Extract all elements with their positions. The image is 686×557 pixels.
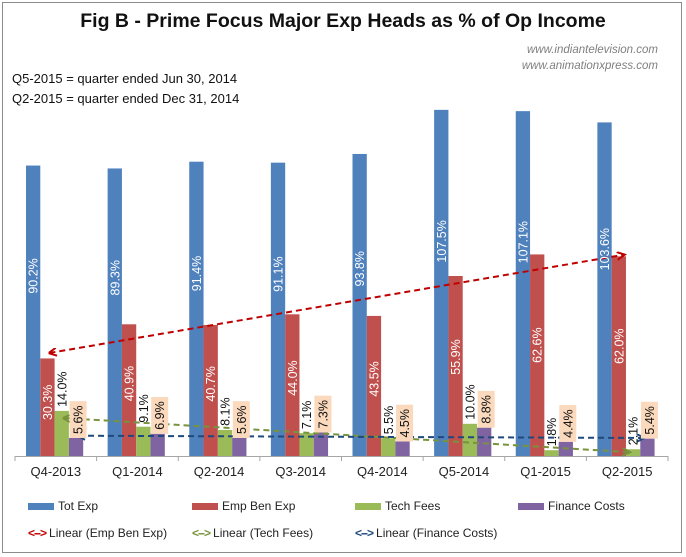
data-label-tot-exp: 91.4% [190, 256, 204, 291]
chart-title: Fig B - Prime Focus Major Exp Heads as %… [80, 10, 606, 32]
legend-item-linear-tech-fees: <--> Linear (Tech Fees) [192, 526, 313, 540]
data-label-box [559, 405, 577, 442]
data-label-tot-exp: 93.8% [353, 251, 367, 286]
legend-item-tech-fees: Tech Fees [355, 499, 440, 513]
data-label-emp-ben-exp: 40.7% [204, 366, 218, 401]
data-label-finance-costs: 5.6% [72, 405, 86, 434]
data-label-tot-exp: 103.6% [598, 228, 612, 270]
bar-tech-fees-q4-2014 [381, 438, 396, 456]
x-tick-label: Q2-2015 [602, 464, 653, 479]
data-label-tot-exp: 107.1% [516, 221, 530, 263]
bar-tot-exp-q2-2014 [189, 161, 204, 456]
bar-tot-exp-q1-2014 [107, 168, 122, 457]
x-tick-label: Q1-2014 [112, 464, 163, 479]
data-label-emp-ben-exp: 62.6% [531, 327, 545, 362]
bar-finance-costs-q1-2014 [150, 433, 165, 456]
data-label-finance-costs: 4.5% [398, 409, 412, 438]
legend-swatch-tot-exp [28, 502, 54, 510]
bar-finance-costs-q4-2013 [68, 437, 84, 456]
legend-label: Linear (Emp Ben Exp) [49, 526, 168, 540]
bar-tech-fees-q2-2014 [217, 429, 233, 456]
data-label-tot-exp: 107.5% [435, 220, 449, 262]
dashed-arrow-icon: <--> [355, 526, 374, 540]
bar-tech-fees-q2-2015 [625, 449, 641, 456]
x-tick-label: Q3-2014 [275, 464, 326, 479]
trendline-emp-ben-exp [49, 255, 623, 353]
data-label-tech-fees: 9.1% [137, 394, 151, 423]
bar-tech-fees-q5-2014 [462, 423, 478, 456]
data-label-box [69, 401, 87, 438]
bar-tot-exp-q1-2015 [515, 111, 531, 456]
legend-label: Tech Fees [385, 499, 441, 513]
data-label-box [232, 401, 250, 438]
watermark-indiantelevision: www.indiantelevision.com [526, 44, 658, 56]
x-tick-label: Q2-2014 [194, 464, 245, 479]
legend-item-linear-emp-ben-exp: <--> Linear (Emp Ben Exp) [28, 526, 167, 540]
bar-finance-costs-q5-2014 [477, 427, 492, 456]
data-label-finance-costs: 5.4% [643, 406, 657, 435]
bar-tot-exp-q5-2014 [434, 109, 449, 456]
trendline-finance-costs [78, 436, 643, 438]
data-label-box [477, 390, 495, 428]
note-q5-2015: Q5-2015 = quarter ended Jun 30, 2014 [12, 71, 238, 86]
legend-label: Emp Ben Exp [222, 499, 296, 513]
bar-finance-costs-q2-2014 [232, 437, 247, 456]
data-label-emp-ben-exp: 44.0% [286, 360, 300, 395]
note-q2-2015: Q2-2015 = quarter ended Dec 31, 2014 [12, 91, 240, 106]
data-label-emp-ben-exp: 55.9% [449, 339, 463, 374]
data-label-box [314, 395, 332, 433]
data-label-box [396, 404, 414, 442]
legend-swatch-emp-ben-exp [192, 502, 218, 510]
dashed-arrow-icon: <--> [28, 526, 47, 540]
legend-swatch-tech-fees [355, 502, 381, 510]
watermark-animationxpress: www.animationxpress.com [521, 60, 658, 72]
x-tick-label: Q5-2014 [439, 464, 490, 479]
data-label-emp-ben-exp: 40.9% [123, 366, 137, 401]
data-label-box [151, 396, 169, 434]
legend-item-linear-finance-costs: <--> Linear (Finance Costs) [355, 526, 497, 540]
legend-item-tot-exp: Tot Exp [28, 499, 98, 513]
data-label-emp-ben-exp: 43.5% [367, 361, 381, 396]
bar-tot-exp-q3-2014 [270, 162, 286, 456]
bar-tech-fees-q1-2015 [544, 450, 559, 456]
bar-tot-exp-q4-2013 [26, 165, 41, 456]
bar-emp-ben-exp-q4-2013 [40, 358, 55, 456]
x-tick-label: Q4-2013 [31, 464, 82, 479]
data-label-tech-fees: 14.0% [55, 371, 69, 406]
data-label-tot-exp: 90.2% [27, 258, 41, 293]
bar-tot-exp-q4-2014 [352, 153, 367, 457]
data-label-tech-fees: 7.1% [300, 401, 314, 430]
legend-label: Finance Costs [548, 499, 625, 513]
data-label-finance-costs: 7.3% [316, 400, 330, 429]
data-label-tech-fees: 10.0% [463, 384, 477, 419]
data-label-finance-costs: 5.6% [235, 405, 249, 434]
legend-item-emp-ben-exp: Emp Ben Exp [192, 499, 295, 513]
legend-label: Linear (Finance Costs) [376, 526, 498, 540]
data-label-tech-fees: 8.1% [219, 397, 233, 426]
data-label-tech-fees: 5.5% [382, 406, 396, 435]
data-label-tech-fees: 1.8% [545, 418, 559, 447]
data-label-emp-ben-exp: 30.3% [41, 385, 55, 420]
bar-tech-fees-q1-2014 [136, 426, 151, 456]
bar-finance-costs-q4-2014 [395, 441, 410, 456]
bar-finance-costs-q2-2015 [640, 438, 655, 456]
legend-item-finance-costs: Finance Costs [518, 499, 625, 513]
data-label-tot-exp: 89.3% [108, 260, 122, 295]
legend-label: Linear (Tech Fees) [213, 526, 314, 540]
x-tick-label: Q4-2014 [357, 464, 408, 479]
legend-label: Tot Exp [58, 499, 99, 513]
data-label-tech-fees: 2.1% [627, 417, 641, 446]
data-label-finance-costs: 8.8% [480, 395, 494, 424]
dashed-arrow-icon: <--> [192, 526, 211, 540]
data-label-finance-costs: 6.9% [153, 401, 167, 430]
data-label-finance-costs: 4.4% [561, 409, 575, 438]
data-label-tot-exp: 91.1% [272, 256, 286, 291]
bar-tot-exp-q2-2015 [597, 122, 612, 457]
data-label-emp-ben-exp: 62.0% [612, 328, 626, 363]
data-label-box [640, 401, 658, 439]
x-tick-label: Q1-2015 [520, 464, 571, 479]
legend-swatch-finance-costs [518, 502, 544, 510]
